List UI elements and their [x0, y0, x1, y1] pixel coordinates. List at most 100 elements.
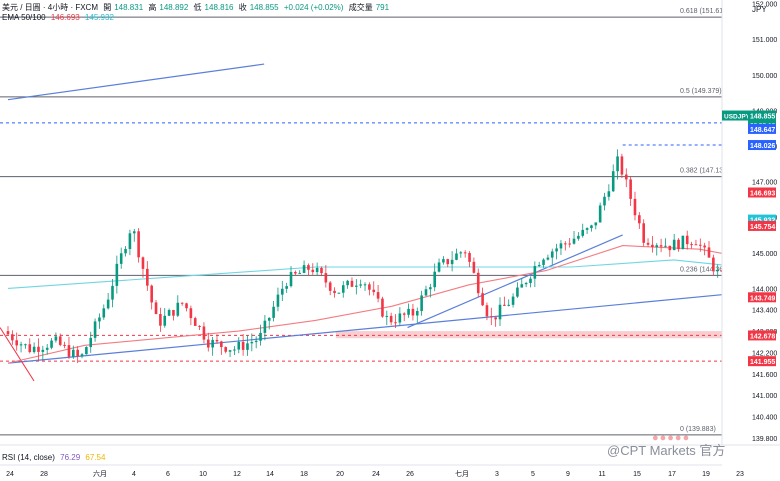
candle-body-1 — [11, 334, 14, 341]
trendline-0[interactable] — [7, 63, 265, 101]
candle-body-148 — [651, 244, 654, 248]
high-value: 148.892 — [159, 3, 189, 12]
candle-body-147 — [646, 242, 650, 245]
watermark: @CPT Markets 官方 — [607, 443, 726, 458]
price-tag-text-6: 143.749 — [750, 295, 775, 302]
price-tag-text-2: 148.026 — [750, 143, 775, 150]
candle-body-94 — [415, 311, 419, 316]
candle-body-26 — [119, 253, 123, 264]
volume-value: 791 — [375, 3, 390, 12]
candle-body-47 — [211, 339, 214, 348]
symbol-title[interactable]: 美元 / 日圓 · 4小時 · FXCM — [2, 3, 98, 12]
candle-body-68 — [302, 265, 306, 273]
candle-body-76 — [337, 292, 341, 294]
candle-body-142 — [624, 174, 628, 180]
candle-body-44 — [198, 325, 201, 327]
candle-body-143 — [629, 179, 632, 199]
candle-body-141 — [620, 156, 624, 175]
support-zone — [335, 331, 780, 339]
price-tag-1[interactable] — [748, 123, 776, 134]
candle-body-93 — [411, 308, 415, 316]
candle-body-149 — [655, 245, 659, 248]
candle-body-120 — [529, 278, 532, 283]
candle-body-138 — [607, 191, 611, 197]
x-tick-1: 28 — [40, 471, 48, 478]
candle-body-79 — [350, 280, 354, 287]
y-tick-0: 152.000 — [752, 2, 777, 9]
ema-legend[interactable]: EMA 50/100 146.693 145.932 — [2, 13, 117, 22]
candle-body-0 — [6, 331, 10, 335]
price-tag-4[interactable] — [748, 214, 776, 225]
candle-body-132 — [581, 229, 585, 236]
price-tag-3[interactable] — [748, 187, 776, 198]
x-tick-20: 23 — [736, 471, 744, 478]
candle-body-146 — [642, 223, 645, 243]
candle-body-41 — [185, 303, 188, 309]
candle-body-153 — [672, 239, 676, 251]
y-tick-8: 144.000 — [752, 286, 777, 293]
candle-body-42 — [189, 308, 193, 319]
trendline-1[interactable] — [7, 291, 751, 364]
candle-body-150 — [659, 245, 663, 247]
candle-body-145 — [638, 215, 641, 224]
candle-body-118 — [520, 284, 524, 288]
candle-body-8 — [41, 349, 45, 352]
rsi-value: 76.29 — [60, 453, 81, 462]
candle-body-20 — [93, 321, 97, 338]
price-tag-8[interactable] — [748, 356, 776, 367]
candle-body-60 — [267, 317, 271, 321]
low-value: 148.816 — [204, 3, 234, 12]
candle-body-115 — [507, 304, 511, 306]
candle-body-24 — [111, 285, 114, 300]
rsi-legend[interactable]: RSI (14, close) 76.29 67.54 — [2, 453, 108, 462]
candle-body-70 — [311, 269, 315, 273]
candle-body-23 — [106, 299, 110, 309]
candle-body-34 — [154, 302, 158, 315]
candle-body-108 — [476, 272, 480, 294]
x-tick-11: 26 — [406, 471, 414, 478]
x-tick-13: 3 — [495, 471, 499, 478]
candle-body-67 — [298, 272, 302, 274]
candle-body-99 — [437, 262, 441, 272]
candle-body-100 — [442, 259, 445, 263]
ema100-value: 145.932 — [84, 13, 114, 22]
candle-body-158 — [694, 244, 698, 246]
price-tag-2[interactable] — [748, 140, 776, 151]
candle-body-88 — [389, 315, 393, 323]
candle-body-57 — [254, 340, 258, 343]
candle-body-139 — [611, 171, 615, 192]
candle-body-136 — [598, 205, 602, 223]
candle-body-29 — [132, 231, 136, 234]
rsi-ma-value: 67.54 — [85, 453, 106, 462]
candle-body-121 — [533, 266, 537, 279]
y-tick-12: 141.600 — [752, 372, 777, 379]
candle-body-12 — [58, 336, 62, 345]
candle-body-46 — [206, 339, 210, 348]
candle-body-15 — [72, 349, 75, 357]
symbol-tag[interactable] — [722, 110, 748, 121]
candle-body-103 — [455, 253, 458, 260]
red-trendline[interactable] — [0, 327, 35, 382]
candle-body-52 — [233, 349, 236, 351]
low-label: 低 — [193, 3, 202, 12]
candle-body-78 — [346, 280, 349, 286]
trendline-2[interactable] — [407, 234, 623, 329]
ema100-line — [7, 259, 780, 289]
candle-body-104 — [459, 252, 463, 254]
candle-body-157 — [690, 244, 693, 246]
open-value: 148.831 — [114, 3, 144, 12]
candle-body-109 — [481, 293, 484, 306]
candle-body-134 — [590, 225, 593, 229]
price-tag-text-7: 142.678 — [750, 333, 775, 340]
price-tag-7[interactable] — [748, 330, 776, 341]
y-tick-15: 139.800 — [752, 436, 777, 443]
y-tick-1: 151.000 — [752, 37, 777, 44]
symbol-tag-text: USDJPY — [724, 114, 751, 121]
x-tick-10: 24 — [372, 471, 380, 478]
price-tag-6[interactable] — [748, 292, 776, 303]
candle-body-154 — [677, 239, 680, 250]
price-tag-5[interactable] — [748, 220, 776, 231]
candle-body-128 — [564, 243, 567, 245]
candle-body-9 — [45, 347, 49, 350]
